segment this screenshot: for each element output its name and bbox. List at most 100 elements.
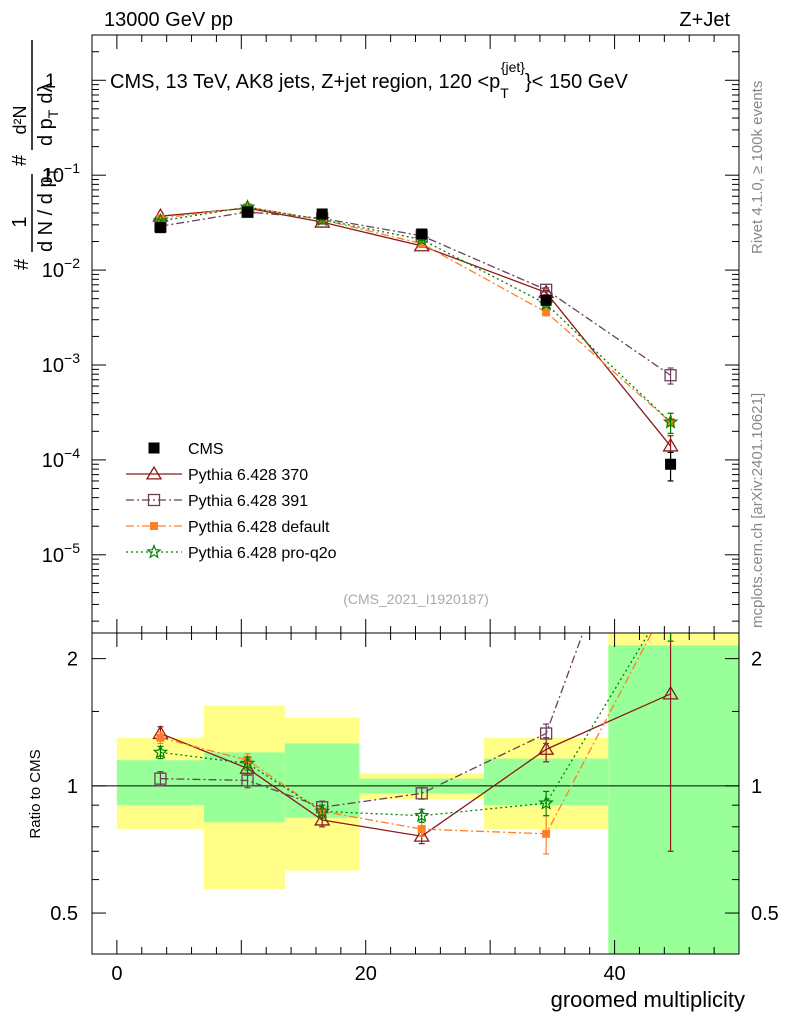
main-point-p391: [664, 369, 677, 382]
main-ytick-label: 10−4: [42, 445, 80, 472]
main-point-cms: [242, 206, 254, 218]
ylabel-dpt-dlambda: d pTdλ: [35, 83, 61, 147]
legend-label-pdefault: Pythia 6.428 default: [188, 519, 330, 536]
main-series-p370: [152, 199, 679, 461]
main-point-pq2o: [662, 413, 679, 429]
legend-label-p391: Pythia 6.428 391: [188, 493, 308, 510]
ratio-point-pq2o: [239, 755, 256, 771]
legend-entry-p370: Pythia 6.428 370: [126, 465, 308, 484]
ratio-point-p370: [314, 811, 331, 826]
main-line-p391: [160, 211, 671, 376]
legend-marker-p391: [147, 493, 161, 507]
ratio-point-p391: [154, 772, 167, 785]
main-point-cms: [316, 208, 328, 220]
legend-label-pq2o: Pythia 6.428 pro-q2o: [188, 545, 337, 562]
legend-marker-pdefault: [150, 522, 158, 530]
ylabel-dN-sub: T: [45, 167, 61, 176]
ylabel-d2N: d²N: [10, 105, 30, 134]
ratio-ytick-label-left: 1: [67, 776, 78, 798]
legend-marker-p370: [145, 465, 163, 480]
ratio-xtick-label: 0: [111, 963, 122, 985]
ratio-ytick-label-left: 2: [67, 649, 78, 671]
main-ytick-base: 10: [42, 260, 64, 282]
main-line-pdefault: [160, 206, 671, 423]
legend-entry-cms: CMS: [148, 441, 224, 458]
header-right-label: Z+Jet: [679, 9, 730, 31]
main-ylabel: # 1 d N / d pT # d²N d pTdλ: [9, 40, 61, 270]
mcplots-source-label: mcplots.cern.ch [arXiv:2401.10621]: [749, 393, 766, 628]
ratio-point-pq2o: [538, 795, 554, 810]
ratio-ylabel: Ratio to CMS: [27, 749, 44, 838]
main-point-cms: [665, 458, 677, 470]
main-point-cms: [540, 294, 552, 306]
ylabel-dpt-sub: T: [45, 109, 61, 118]
ratio-point-p391: [665, 388, 676, 399]
analysis-watermark: (CMS_2021_I1920187): [343, 591, 489, 607]
main-ytick-label: 10−2: [42, 255, 80, 282]
ratio-xtick-label: 40: [603, 963, 625, 985]
ratio-point-pdefault: [156, 733, 165, 742]
legend: CMS Pythia 6.428 370 Pythia 6.428 391 Pythi…: [126, 441, 337, 562]
main-series-group: [152, 199, 679, 482]
ratio-ytick-label-right: 0.5: [751, 903, 779, 925]
title-sup: {jet}: [501, 59, 525, 75]
plot-title: CMS, 13 TeV, AK8 jets, Z+jet region, 120…: [110, 59, 628, 101]
ratio-line-pq2o: [160, 633, 650, 817]
ratio-series-group: [152, 388, 679, 855]
ylabel-hash-2: #: [9, 154, 31, 166]
main-point-pdefault: [542, 308, 551, 317]
ratio-point-pq2o: [314, 803, 330, 819]
main-line-pq2o: [160, 206, 672, 423]
ratio-point-pdefault: [667, 593, 675, 601]
ratio-series-pq2o: [152, 590, 676, 823]
ratio-line-p370: [160, 693, 671, 837]
main-y-axis: 10−510−410−310−210−11: [42, 51, 739, 622]
main-ytick-exp: −5: [64, 540, 80, 556]
header-left-label: 13000 GeV pp: [104, 9, 233, 31]
legend-marker-cms: [148, 442, 160, 454]
ratio-point-pdefault: [542, 829, 551, 838]
ratio-point-p391: [415, 787, 428, 800]
ratio-ytick-label-right: 1: [751, 776, 762, 798]
main-ytick-exp: −2: [64, 255, 80, 271]
ratio-bands: [116, 633, 739, 954]
ratio-point-p370: [538, 741, 555, 755]
ratio-point-p391: [241, 774, 254, 787]
legend-label-p370: Pythia 6.428 370: [188, 467, 308, 484]
main-ytick-exp: −4: [64, 445, 80, 461]
main-ytick-label: 10−5: [42, 540, 80, 567]
title-tail: }< 150 GeV: [525, 71, 629, 93]
ylabel-dN-dpt: d N / d pT: [35, 167, 61, 252]
ratio-ytick-label-left: 0.5: [50, 903, 78, 925]
legend-entry-pq2o: Pythia 6.428 pro-q2o: [126, 543, 337, 562]
main-ytick-exp: −3: [64, 350, 80, 366]
main-ytick-label: 1: [45, 70, 56, 92]
ylabel-dpt: d p: [35, 118, 57, 146]
main-point-pdefault: [417, 239, 426, 248]
main-ytick-base: 1: [45, 70, 56, 92]
main-ytick-exp: −1: [64, 160, 80, 176]
main-ytick-label: 10−1: [42, 160, 80, 187]
legend-entry-pdefault: Pythia 6.428 default: [126, 519, 330, 536]
ratio-band-inner: [608, 645, 739, 954]
ratio-line-p391: [160, 633, 584, 808]
ratio-point-pq2o: [664, 590, 676, 602]
main-point-cms: [416, 228, 428, 240]
legend-entry-p391: Pythia 6.428 391: [126, 493, 308, 510]
title-main: CMS, 13 TeV, AK8 jets, Z+jet region, 120…: [110, 71, 500, 93]
main-ytick-base: 10: [42, 355, 64, 377]
main-series-pq2o: [152, 199, 679, 435]
ylabel-hash-1: #: [11, 258, 33, 270]
main-ytick-base: 10: [42, 165, 64, 187]
ratio-series-clipped: [152, 388, 679, 855]
ylabel-dN: d N / d p: [35, 176, 57, 252]
main-point-cms: [154, 222, 166, 234]
ratio-x-axis: 0 20 40: [111, 633, 740, 985]
legend-marker-pq2o: [146, 543, 162, 559]
main-ytick-label: 10−3: [42, 350, 80, 377]
ratio-xtick-label: 20: [355, 963, 377, 985]
ratio-ytick-label-right: 2: [751, 649, 762, 671]
ratio-point-pq2o: [152, 744, 169, 759]
ratio-point-p370: [662, 685, 679, 700]
